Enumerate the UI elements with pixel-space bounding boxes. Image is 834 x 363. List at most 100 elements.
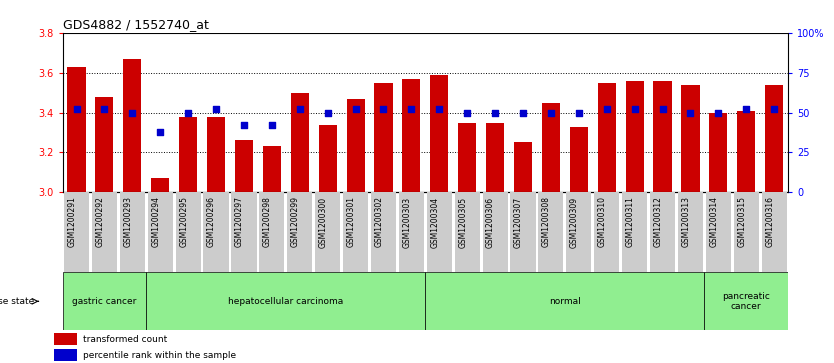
FancyBboxPatch shape <box>203 192 229 272</box>
Text: GSM1200305: GSM1200305 <box>458 196 467 248</box>
Text: GSM1200293: GSM1200293 <box>123 196 133 247</box>
Bar <box>123 59 142 192</box>
Point <box>545 110 558 115</box>
Bar <box>737 111 756 192</box>
Text: normal: normal <box>549 297 580 306</box>
Text: GSM1200291: GSM1200291 <box>68 196 77 247</box>
Bar <box>235 140 253 192</box>
Text: GSM1200313: GSM1200313 <box>681 196 691 247</box>
Bar <box>542 103 560 192</box>
FancyBboxPatch shape <box>734 192 759 272</box>
Text: percentile rank within the sample: percentile rank within the sample <box>83 351 236 360</box>
Text: GSM1200311: GSM1200311 <box>626 196 635 247</box>
Point <box>433 106 446 112</box>
Bar <box>319 125 337 192</box>
Bar <box>570 127 588 192</box>
Text: transformed count: transformed count <box>83 335 168 344</box>
Point <box>293 106 306 112</box>
FancyBboxPatch shape <box>315 192 340 272</box>
Text: GSM1200303: GSM1200303 <box>402 196 411 248</box>
FancyBboxPatch shape <box>650 192 675 272</box>
Bar <box>54 349 78 362</box>
FancyBboxPatch shape <box>706 192 731 272</box>
Text: GSM1200315: GSM1200315 <box>737 196 746 247</box>
Bar <box>402 79 420 192</box>
Text: GSM1200312: GSM1200312 <box>654 196 662 247</box>
Bar <box>151 179 169 192</box>
Text: pancreatic
cancer: pancreatic cancer <box>722 291 771 311</box>
Point <box>516 110 530 115</box>
Point <box>321 110 334 115</box>
Bar <box>709 113 727 192</box>
FancyBboxPatch shape <box>510 192 535 272</box>
Bar <box>514 143 532 192</box>
Text: GSM1200309: GSM1200309 <box>570 196 579 248</box>
FancyBboxPatch shape <box>176 192 201 272</box>
Text: GSM1200298: GSM1200298 <box>263 196 272 247</box>
Text: GSM1200308: GSM1200308 <box>542 196 551 247</box>
Bar <box>54 333 78 345</box>
Point <box>153 129 167 135</box>
Text: GSM1200301: GSM1200301 <box>347 196 355 247</box>
FancyBboxPatch shape <box>231 192 257 272</box>
FancyBboxPatch shape <box>455 192 480 272</box>
Point <box>572 110 585 115</box>
Text: GSM1200306: GSM1200306 <box>486 196 495 248</box>
Point <box>684 110 697 115</box>
Text: GSM1200310: GSM1200310 <box>598 196 607 247</box>
FancyBboxPatch shape <box>566 192 591 272</box>
FancyBboxPatch shape <box>622 192 647 272</box>
Point <box>182 110 195 115</box>
FancyBboxPatch shape <box>343 192 368 272</box>
Point <box>209 106 223 112</box>
Text: GSM1200300: GSM1200300 <box>319 196 328 248</box>
Point <box>98 106 111 112</box>
Bar <box>598 83 615 192</box>
FancyBboxPatch shape <box>539 192 564 272</box>
Bar <box>374 83 393 192</box>
Bar <box>681 85 700 192</box>
FancyBboxPatch shape <box>92 192 117 272</box>
FancyBboxPatch shape <box>761 192 786 272</box>
Bar <box>179 117 197 192</box>
FancyBboxPatch shape <box>120 192 145 272</box>
Point <box>600 106 614 112</box>
Point <box>740 106 753 112</box>
FancyBboxPatch shape <box>146 272 425 330</box>
Bar <box>765 85 783 192</box>
Bar <box>263 147 281 192</box>
Bar <box>207 117 225 192</box>
FancyBboxPatch shape <box>259 192 284 272</box>
Bar <box>291 93 309 192</box>
Text: GSM1200307: GSM1200307 <box>514 196 523 248</box>
Point <box>711 110 725 115</box>
Point <box>126 110 139 115</box>
Bar <box>626 81 644 192</box>
Point <box>404 106 418 112</box>
Bar <box>68 67 86 192</box>
FancyBboxPatch shape <box>371 192 396 272</box>
Point <box>656 106 669 112</box>
FancyBboxPatch shape <box>705 272 788 330</box>
Point <box>767 106 781 112</box>
FancyBboxPatch shape <box>64 192 89 272</box>
FancyBboxPatch shape <box>399 192 424 272</box>
Text: GSM1200316: GSM1200316 <box>765 196 774 247</box>
Text: GSM1200295: GSM1200295 <box>179 196 188 247</box>
Text: GSM1200302: GSM1200302 <box>374 196 384 247</box>
FancyBboxPatch shape <box>427 192 452 272</box>
FancyBboxPatch shape <box>63 272 146 330</box>
Bar <box>95 97 113 192</box>
Text: GSM1200296: GSM1200296 <box>207 196 216 247</box>
Text: GSM1200292: GSM1200292 <box>95 196 104 247</box>
Point <box>349 106 362 112</box>
Bar <box>430 75 449 192</box>
Text: GDS4882 / 1552740_at: GDS4882 / 1552740_at <box>63 19 208 32</box>
Text: GSM1200297: GSM1200297 <box>235 196 244 247</box>
Point <box>377 106 390 112</box>
Text: GSM1200299: GSM1200299 <box>291 196 299 247</box>
Text: GSM1200294: GSM1200294 <box>151 196 160 247</box>
Point <box>237 122 250 128</box>
FancyBboxPatch shape <box>287 192 312 272</box>
Point <box>489 110 502 115</box>
